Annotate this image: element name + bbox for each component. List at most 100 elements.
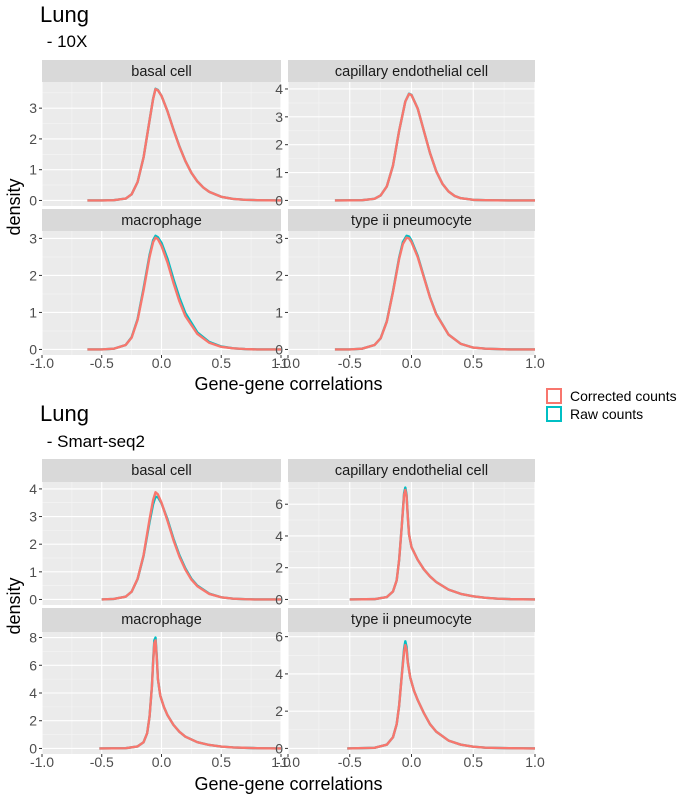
panel-0-2: macrophage 0 1 2 3 -1.0 -0.5 0.0 0.5 1.0 [29, 209, 291, 371]
legend-key-corrected [546, 388, 562, 404]
facet-strip [288, 459, 535, 482]
y-tick-label: 3 [29, 230, 37, 246]
x-tick-label: 0.0 [402, 355, 422, 371]
y-tick-label: 3 [29, 100, 37, 116]
panel-0-0: basal cell 0 1 2 3 [29, 60, 282, 208]
facet-label: macrophage [121, 213, 202, 229]
density-line-corrected-counts [334, 92, 535, 202]
x-tick-label: 1.0 [525, 355, 545, 371]
legend-item-corrected: Corrected counts [546, 387, 677, 405]
facet-label: basal cell [131, 64, 191, 80]
x-axis-title: Gene-gene correlations [194, 774, 382, 794]
y-tick-label: 4 [275, 528, 283, 544]
y-tick-label: 1 [29, 162, 37, 178]
facet-strip [42, 459, 281, 482]
legend-label-raw: Raw counts [570, 406, 644, 422]
y-tick-label: 4 [275, 666, 283, 682]
figure-10x-subtitle: - 10X [42, 32, 88, 51]
y-tick-label: 1 [275, 304, 283, 320]
density-line-corrected-counts [347, 643, 536, 750]
panel-1-2: macrophage 0 2 4 6 8 -1.0 -0.5 0.0 0.5 1.0 [29, 608, 291, 770]
facet-strip [42, 608, 281, 632]
y-tick-label: 6 [275, 629, 283, 645]
y-tick-label: 0 [29, 341, 37, 357]
panel-0-3: type ii pneumocyte 0 1 2 3 -1.0 -0.5 0.0 0.5 1.0 [275, 209, 545, 371]
y-tick-label: 3 [275, 230, 283, 246]
y-tick-label: 4 [275, 81, 283, 97]
x-tick-label: 0.5 [212, 754, 232, 770]
y-axis-title: density [4, 577, 24, 634]
y-tick-label: 2 [29, 536, 37, 552]
y-tick-label: 1 [275, 165, 283, 181]
y-tick-label: 8 [29, 630, 37, 646]
y-tick-label: 0 [29, 192, 37, 208]
facet-strip [42, 209, 281, 231]
density-line-corrected-counts [87, 87, 282, 202]
legend-key-raw [546, 406, 562, 422]
y-tick-label: 0 [29, 740, 37, 756]
y-tick-label: 1 [29, 564, 37, 580]
x-tick-label: 0.5 [212, 355, 232, 371]
panel-1-0: basal cell 0 1 2 3 4 [29, 459, 282, 607]
y-tick-label: 1 [29, 304, 37, 320]
x-tick-label: -1.0 [30, 754, 54, 770]
x-tick-label: -1.0 [276, 355, 300, 371]
x-tick-label: 0.0 [402, 754, 422, 770]
y-tick-label: 2 [29, 267, 37, 283]
facet-label: type ii pneumocyte [351, 213, 472, 229]
legend-label-corrected: Corrected counts [570, 388, 677, 404]
y-tick-label: 4 [29, 481, 37, 497]
x-tick-label: -1.0 [276, 754, 300, 770]
x-tick-label: 0.5 [464, 754, 484, 770]
x-tick-label: -0.5 [338, 754, 362, 770]
density-line-corrected-counts [334, 236, 535, 351]
facet-label: capillary endothelial cell [335, 64, 488, 80]
y-tick-label: 2 [275, 137, 283, 153]
y-tick-label: 2 [275, 560, 283, 576]
x-tick-label: -0.5 [338, 355, 362, 371]
y-tick-label: 6 [275, 496, 283, 512]
x-tick-label: 1.0 [271, 355, 291, 371]
facet-label: type ii pneumocyte [351, 612, 472, 628]
facet-strip [288, 608, 535, 632]
y-tick-label: 4 [29, 685, 37, 701]
density-line-corrected-counts [101, 491, 281, 601]
panel-0-1: capillary endothelial cell 0 1 2 3 4 [275, 60, 536, 208]
facet-strip [42, 60, 281, 82]
facet-label: macrophage [121, 612, 202, 628]
x-tick-label: 1.0 [525, 754, 545, 770]
y-tick-label: 2 [29, 713, 37, 729]
x-tick-label: 1.0 [271, 754, 291, 770]
facet-strip [288, 60, 535, 82]
panel-1-1: capillary endothelial cell 0 2 4 6 [275, 459, 536, 607]
x-tick-label: 0.0 [152, 355, 172, 371]
y-tick-label: 0 [275, 740, 283, 756]
y-tick-label: 2 [275, 703, 283, 719]
y-tick-label: 6 [29, 657, 37, 673]
density-line-corrected-counts [349, 488, 536, 601]
density-line-corrected-counts [99, 639, 282, 750]
y-tick-label: 3 [29, 509, 37, 525]
x-tick-label: -0.5 [90, 355, 114, 371]
y-tick-label: 0 [29, 591, 37, 607]
figure-10x-title: Lung [40, 2, 89, 27]
legend: Corrected counts Raw counts [546, 387, 677, 423]
y-tick-label: 0 [275, 591, 283, 607]
figure-smartseq2-title: Lung [40, 401, 89, 426]
density-line-corrected-counts [87, 236, 281, 351]
y-tick-label: 3 [275, 109, 283, 125]
x-axis-title: Gene-gene correlations [194, 374, 382, 394]
facet-label: capillary endothelial cell [335, 463, 488, 479]
y-tick-label: 2 [29, 131, 37, 147]
legend-item-raw: Raw counts [546, 405, 677, 423]
facet-label: basal cell [131, 463, 191, 479]
x-tick-label: -1.0 [30, 355, 54, 371]
x-tick-label: 0.0 [152, 754, 172, 770]
y-tick-label: 0 [275, 192, 283, 208]
y-axis-title: density [4, 178, 24, 235]
panel-1-3: type ii pneumocyte 0 2 4 6 -1.0 -0.5 0.0 0.5 1.0 [275, 608, 545, 770]
figure-smartseq2-subtitle: - Smart-seq2 [42, 432, 145, 451]
